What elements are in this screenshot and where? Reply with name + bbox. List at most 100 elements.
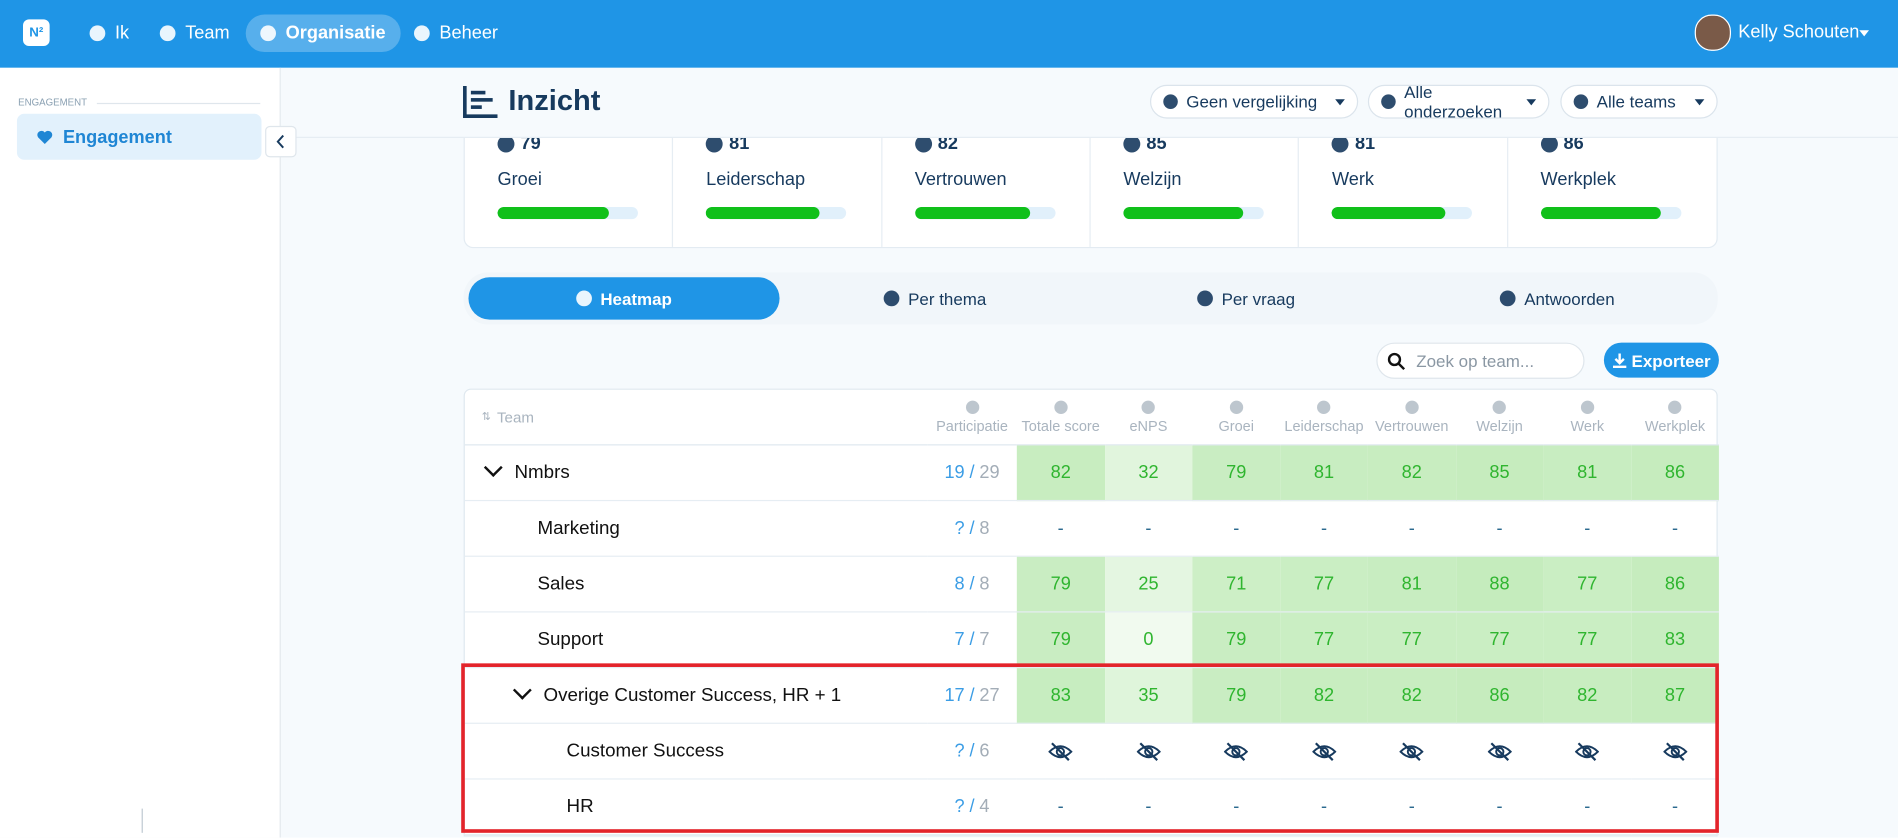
- export-button[interactable]: Exporteer: [1603, 342, 1719, 378]
- tab[interactable]: Per thema: [780, 277, 1091, 319]
- participation-total: 29: [979, 462, 1000, 483]
- caret: [1859, 30, 1870, 37]
- progress-track: [914, 206, 1056, 220]
- progress-track: [706, 206, 847, 220]
- heat-cell: -: [1016, 501, 1105, 557]
- search-input[interactable]: Zoek op team...: [1376, 342, 1585, 379]
- tab[interactable]: Per vraag: [1091, 277, 1402, 319]
- cell-value: -: [1496, 796, 1503, 818]
- user-name[interactable]: Kelly Schouten: [1738, 21, 1860, 43]
- nav-item[interactable]: Beheer: [399, 15, 512, 53]
- icon: [1573, 94, 1589, 109]
- nav-label: Ik: [114, 22, 130, 44]
- sidebar-item[interactable]: Engagement: [16, 113, 262, 160]
- participation-total: 8: [979, 573, 990, 595]
- expand-chevron[interactable]: [483, 458, 503, 477]
- avatar[interactable]: [1694, 14, 1732, 51]
- icon: [1317, 400, 1331, 414]
- team-cell: Marketing: [464, 501, 928, 557]
- cell-value: 82: [1401, 685, 1422, 706]
- cell-value: 86: [1664, 573, 1686, 595]
- participation-total: 7: [979, 629, 990, 651]
- heat-cell: -: [1631, 780, 1719, 836]
- score-number: 82: [937, 133, 958, 154]
- icon: [1405, 400, 1419, 414]
- expand-chevron[interactable]: [512, 680, 532, 700]
- sort-caret: [1335, 98, 1345, 105]
- heat-cell: 83: [1631, 612, 1719, 669]
- cell-value: 82: [1313, 685, 1335, 706]
- team-name: Overige Customer Success, HR + 1: [543, 684, 842, 706]
- heat-cell: 77: [1280, 556, 1368, 613]
- team-cell: Overige Customer Success, HR + 1: [464, 668, 928, 724]
- filter-label: Alle teams: [1596, 91, 1676, 112]
- participation-responded: 17: [944, 685, 965, 706]
- collapse-button[interactable]: [265, 125, 297, 158]
- sidebar-item-label: Engagement: [62, 126, 172, 148]
- divider: [96, 102, 261, 105]
- heat-cell: -: [1016, 780, 1105, 836]
- cell-value: 86: [1489, 685, 1510, 706]
- score-number: 79: [520, 133, 541, 154]
- participation-cell: ?/8: [927, 501, 1017, 557]
- heat-cell: 81: [1280, 445, 1368, 502]
- participation-separator: /: [969, 518, 975, 539]
- nav-item[interactable]: Ik: [75, 15, 144, 53]
- header-label: Leiderschap: [1284, 417, 1364, 434]
- header-label: Werk: [1570, 417, 1605, 434]
- cell-value: 79: [1050, 629, 1071, 651]
- heat-cell: -: [1280, 780, 1368, 836]
- icon: [1580, 400, 1594, 414]
- icon: [1163, 94, 1178, 109]
- heat-cell: [1192, 724, 1281, 780]
- filter-select[interactable]: Geen vergelijking: [1149, 84, 1359, 119]
- chevron: [276, 134, 284, 149]
- heat-cell: -: [1543, 501, 1632, 557]
- heat-cell: 0: [1104, 612, 1193, 669]
- icon: [1141, 400, 1156, 414]
- icon: [1381, 94, 1396, 109]
- cell-value: 82: [1577, 685, 1598, 706]
- cell-value: 77: [1313, 573, 1335, 595]
- cell-value: 87: [1664, 685, 1686, 706]
- score-label: Groei: [497, 169, 542, 191]
- icon: [1668, 400, 1682, 414]
- cell-value: 77: [1577, 629, 1598, 651]
- progress-fill: [1331, 206, 1446, 220]
- header-label: Groei: [1218, 417, 1254, 434]
- nav-item[interactable]: Organisatie: [245, 14, 401, 53]
- tab[interactable]: Antwoorden: [1402, 277, 1713, 319]
- header-label: Vertrouwen: [1374, 417, 1449, 434]
- filter-select[interactable]: Alle onderzoeken: [1367, 82, 1550, 121]
- heat-cell: -: [1367, 780, 1456, 836]
- participation-cell: 7/7: [927, 613, 1017, 669]
- cell-value: -: [1233, 518, 1240, 539]
- participation-responded: 7: [954, 629, 965, 651]
- logo[interactable]: N²: [22, 19, 50, 46]
- heat-cell: 87: [1631, 668, 1719, 724]
- filter-select[interactable]: Alle teams: [1560, 84, 1718, 119]
- top-nav: N² Ik Team Organisatie Beheer Kelly Schoute…: [0, 0, 1898, 68]
- heat-cell: 79: [1016, 612, 1105, 669]
- participation-total: 6: [979, 740, 990, 762]
- tab[interactable]: Heatmap: [468, 277, 780, 320]
- nav-item[interactable]: Team: [145, 15, 244, 53]
- progress-track: [1540, 206, 1681, 220]
- header-label[interactable]: Team: [496, 408, 534, 426]
- cell-value: 0: [1143, 629, 1154, 651]
- hidden-icon: [1487, 741, 1512, 761]
- heatmap-table: ⇅ Team Participatie Totale score eNPS Groei Le…: [463, 388, 1719, 837]
- heat-cell: 79: [1016, 556, 1105, 613]
- cell-value: 77: [1489, 629, 1510, 651]
- score-label: Leiderschap: [706, 169, 806, 191]
- score-number: 85: [1146, 133, 1167, 154]
- header-label: Welzijn: [1476, 417, 1523, 434]
- icon: [1229, 400, 1243, 414]
- cell-value: 25: [1138, 573, 1159, 595]
- hidden-icon: [1575, 741, 1600, 761]
- cell-value: 71: [1226, 573, 1247, 595]
- header-label: Werkplek: [1644, 417, 1706, 434]
- cell-value: -: [1057, 518, 1064, 539]
- heat-cell: -: [1631, 501, 1719, 557]
- score-label: Werk: [1331, 169, 1374, 191]
